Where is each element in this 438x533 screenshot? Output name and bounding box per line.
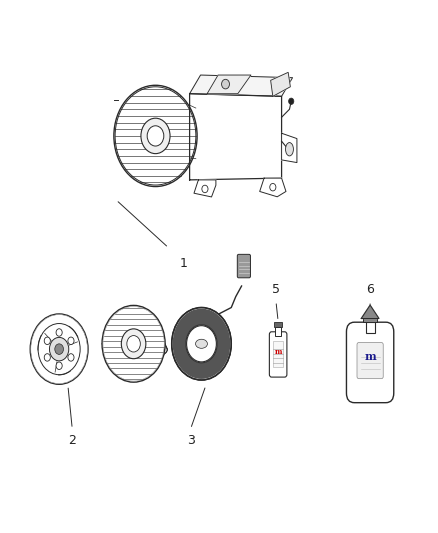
Circle shape bbox=[289, 98, 294, 104]
Circle shape bbox=[68, 337, 74, 344]
Text: m: m bbox=[275, 349, 282, 357]
Circle shape bbox=[114, 85, 197, 187]
Bar bbox=[273, 342, 283, 367]
Text: 2: 2 bbox=[68, 434, 76, 447]
Circle shape bbox=[44, 354, 50, 361]
Polygon shape bbox=[194, 180, 216, 197]
Circle shape bbox=[55, 344, 64, 354]
Ellipse shape bbox=[195, 340, 208, 349]
Circle shape bbox=[56, 362, 62, 369]
Circle shape bbox=[44, 337, 50, 344]
FancyBboxPatch shape bbox=[346, 322, 394, 403]
Circle shape bbox=[56, 329, 62, 336]
Polygon shape bbox=[282, 133, 297, 163]
Ellipse shape bbox=[104, 339, 167, 360]
Bar bbox=[366, 322, 374, 334]
Text: 5: 5 bbox=[272, 283, 280, 296]
FancyBboxPatch shape bbox=[357, 343, 383, 378]
Text: 6: 6 bbox=[366, 283, 374, 296]
Polygon shape bbox=[190, 75, 293, 96]
Bar bbox=[364, 319, 377, 322]
Polygon shape bbox=[207, 75, 251, 94]
Circle shape bbox=[102, 305, 165, 382]
Bar bbox=[274, 322, 282, 327]
Circle shape bbox=[222, 79, 230, 89]
Polygon shape bbox=[271, 72, 290, 96]
Circle shape bbox=[141, 118, 170, 154]
Polygon shape bbox=[361, 305, 379, 319]
Circle shape bbox=[49, 337, 69, 361]
Bar bbox=[275, 327, 281, 336]
Text: 3: 3 bbox=[187, 434, 194, 447]
Ellipse shape bbox=[286, 142, 293, 156]
Wedge shape bbox=[173, 309, 230, 379]
FancyBboxPatch shape bbox=[237, 254, 251, 278]
Circle shape bbox=[172, 308, 231, 380]
Circle shape bbox=[121, 329, 146, 359]
Circle shape bbox=[127, 336, 140, 352]
Polygon shape bbox=[260, 178, 286, 197]
Circle shape bbox=[30, 314, 88, 384]
Circle shape bbox=[147, 126, 164, 146]
Text: m: m bbox=[364, 351, 376, 362]
Text: 1: 1 bbox=[180, 257, 188, 270]
Circle shape bbox=[68, 354, 74, 361]
Circle shape bbox=[187, 326, 216, 362]
FancyBboxPatch shape bbox=[269, 332, 287, 377]
Polygon shape bbox=[190, 94, 282, 180]
